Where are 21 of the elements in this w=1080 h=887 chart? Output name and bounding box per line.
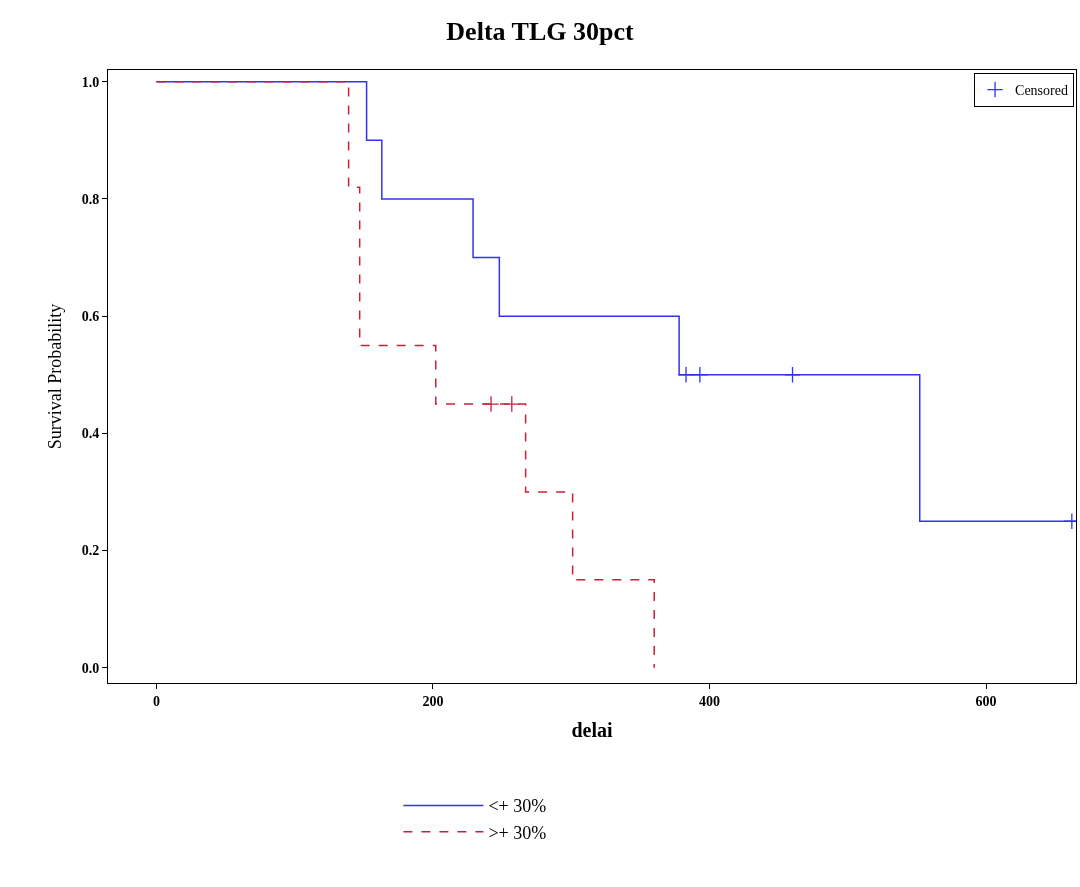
- chart-title: Delta TLG 30pct: [446, 17, 634, 47]
- point: [784, 366, 801, 384]
- x-tick-label: 200: [422, 693, 444, 709]
- x-tick-label: 0: [152, 693, 160, 709]
- y-tick-label: 0.6: [81, 309, 100, 325]
- y-tick-label: 0.2: [81, 543, 100, 559]
- y-tick-label: 0.8: [81, 191, 100, 207]
- x-tick-label: 400: [699, 693, 721, 709]
- legend-label: Censored: [1015, 83, 1068, 99]
- y-axis-title: Survival Probability: [44, 303, 65, 450]
- point: [691, 366, 709, 384]
- y-tick-label: 0.4: [81, 426, 100, 442]
- point: [482, 395, 500, 413]
- point: [677, 366, 695, 384]
- legend-label: <+ 30%: [488, 796, 547, 817]
- y-tick-label: 1.0: [81, 74, 100, 90]
- x-axis-title: delai: [571, 719, 613, 742]
- y-tick-label: 0.0: [81, 660, 100, 676]
- legend-label: >+ 30%: [488, 822, 547, 843]
- point: [503, 395, 521, 413]
- x-tick-label: 600: [975, 693, 997, 709]
